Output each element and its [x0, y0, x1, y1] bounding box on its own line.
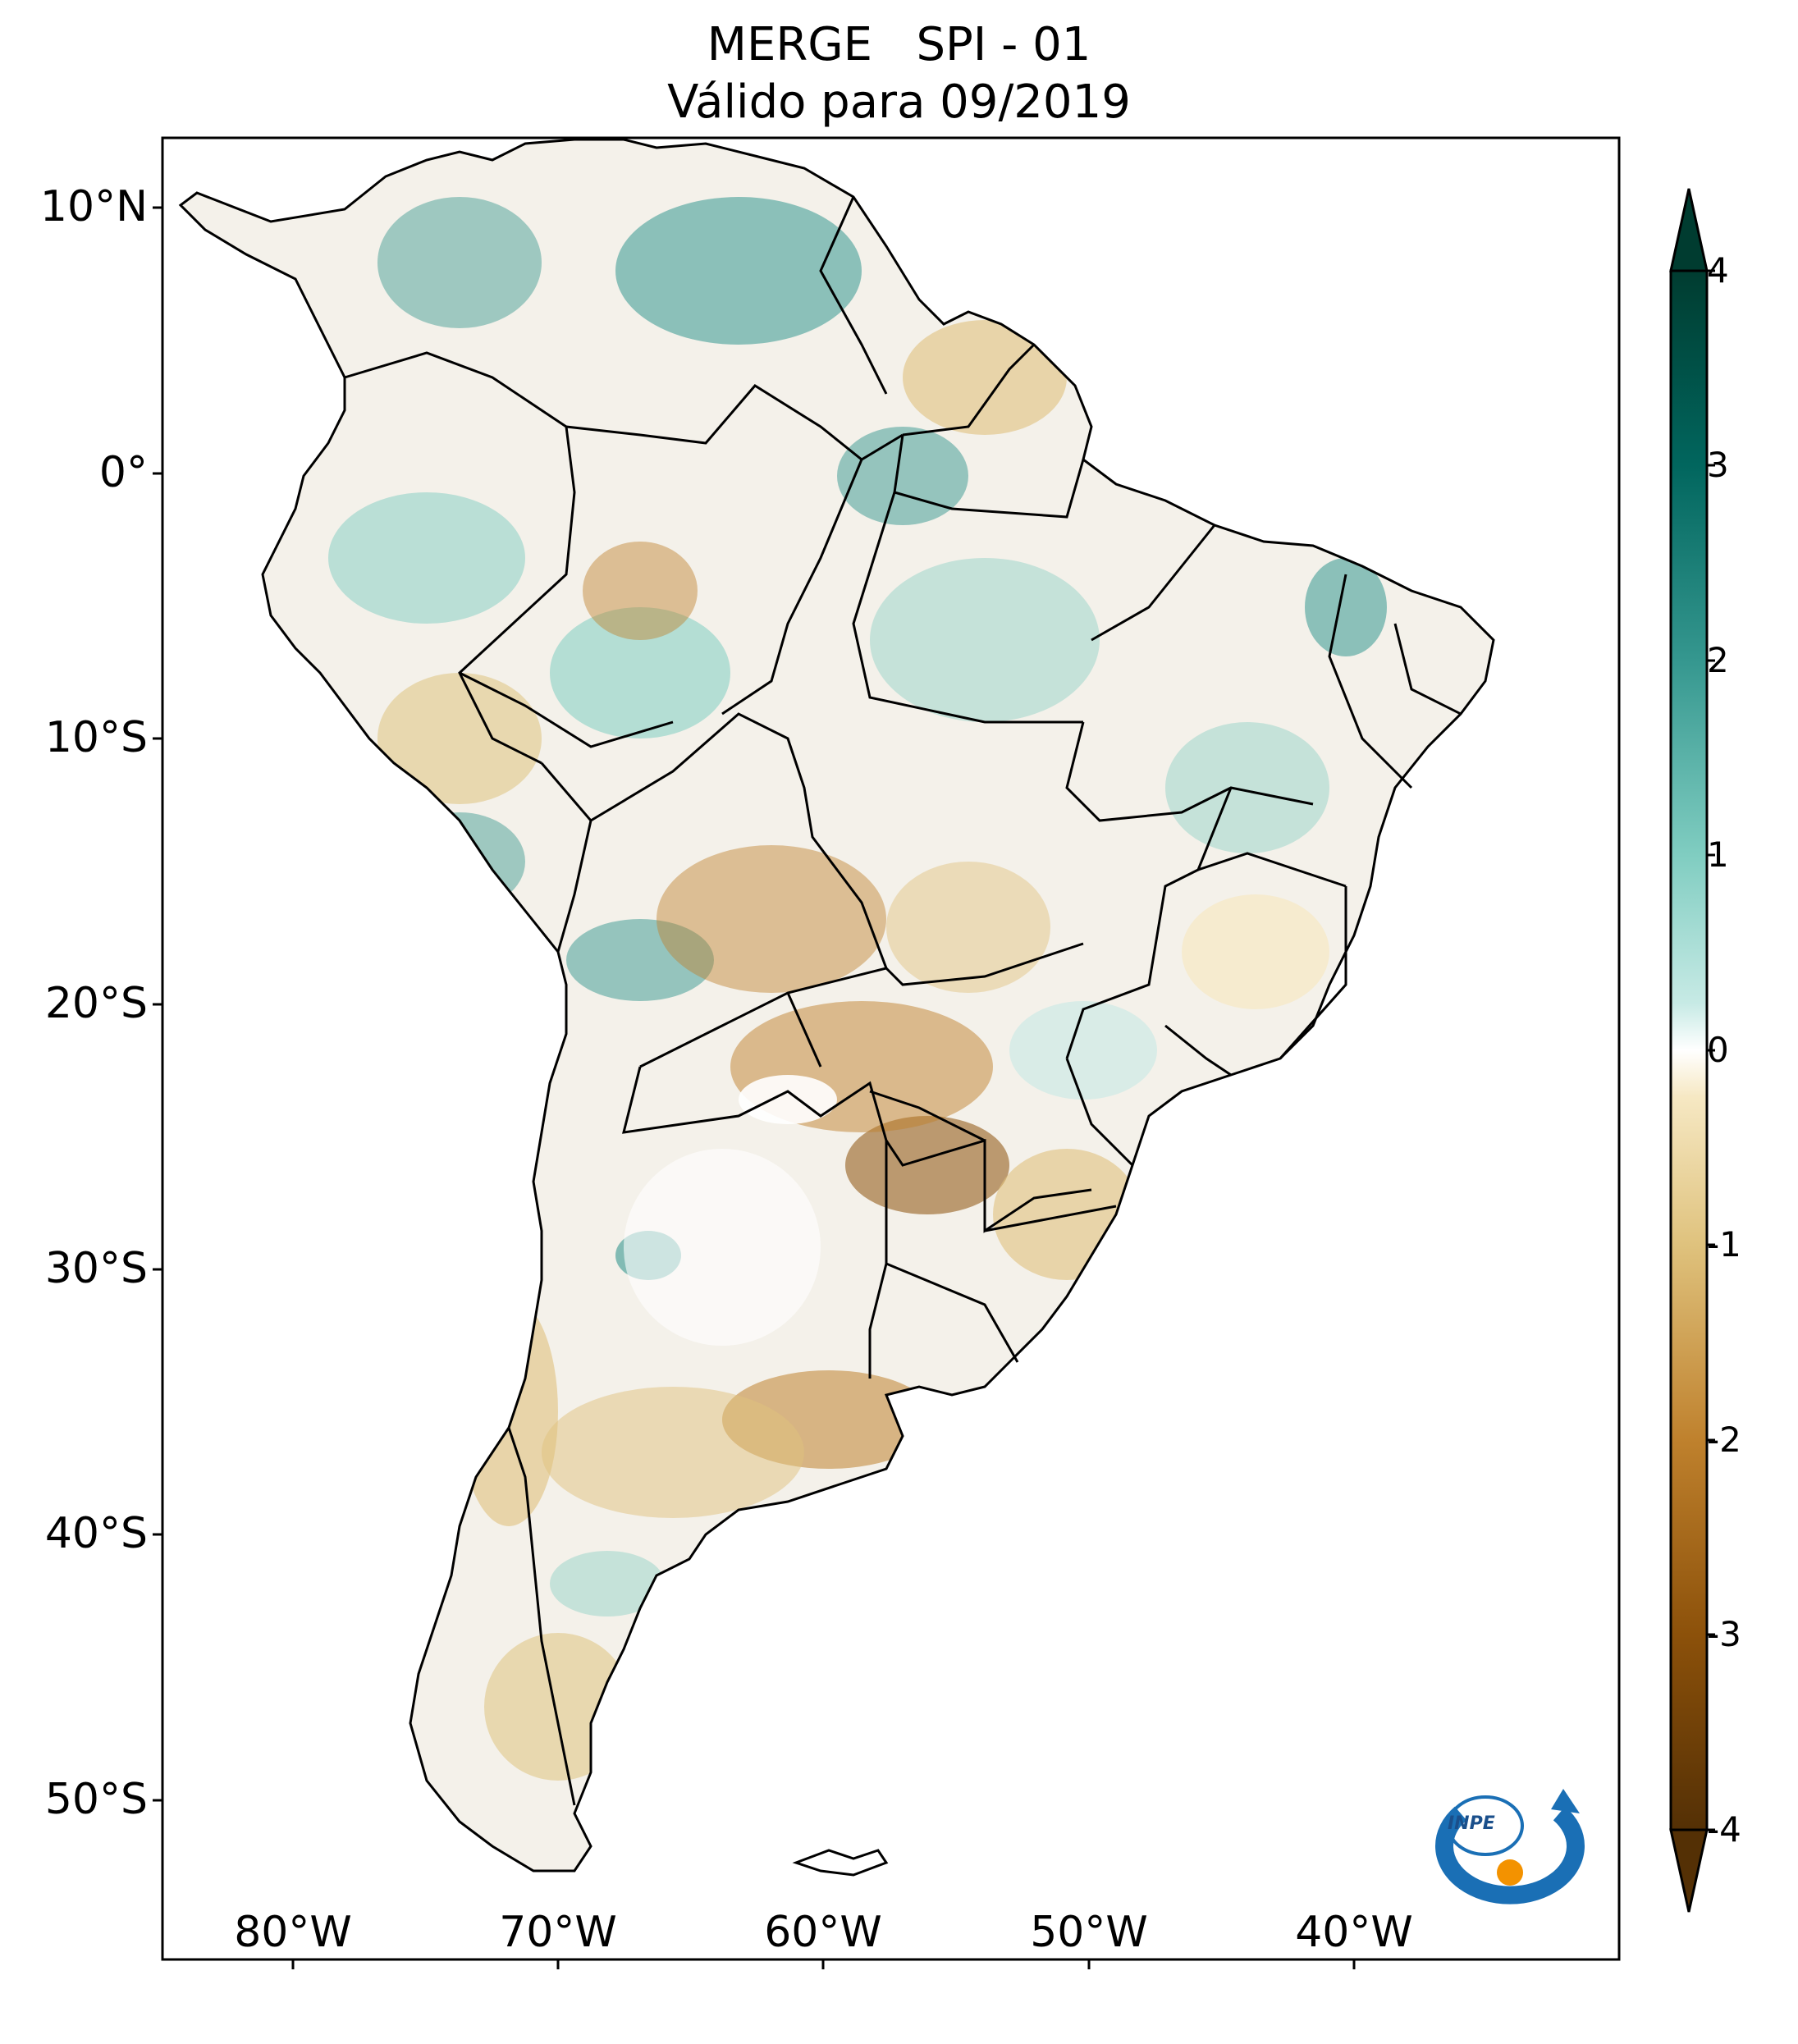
inpe-logo-icon: [1435, 1789, 1585, 1905]
colorbar-tick-label: -4: [1707, 1809, 1741, 1850]
country-borders: [344, 196, 1462, 1806]
lon-label: 40°W: [1295, 1908, 1413, 1957]
lat-ticks: [153, 206, 162, 1802]
colorbar-tick-label: -3: [1707, 1614, 1741, 1654]
colorbar: [1669, 188, 1715, 1913]
lat-label: 50°S: [44, 1775, 148, 1824]
coastline: [178, 138, 1495, 1873]
map-subtitle: Válido para 09/2019: [667, 75, 1131, 129]
lat-label: 10°N: [39, 182, 148, 231]
colorbar-tick-label: -2: [1707, 1420, 1741, 1460]
lon-label: 50°W: [1030, 1908, 1148, 1957]
colorbar-tick-label: -1: [1707, 1224, 1741, 1264]
lon-label: 60°W: [764, 1908, 882, 1957]
colorbar-tick-label: 4: [1707, 250, 1729, 290]
colorbar-tick-label: 2: [1707, 640, 1729, 680]
map-title: MERGE SPI - 01: [707, 18, 1091, 71]
lon-label: 80°W: [234, 1908, 352, 1957]
inpe-logo-text: INPE: [1448, 1813, 1495, 1834]
colorbar-tick-label: 0: [1707, 1030, 1729, 1070]
lat-label: 30°S: [44, 1244, 148, 1293]
colorbar-tick-label: 1: [1707, 835, 1729, 875]
lat-label: 0°: [98, 448, 148, 497]
lat-label: 20°S: [44, 979, 148, 1028]
falkland-islands: [792, 1849, 889, 1877]
lon-ticks: [291, 1959, 1356, 1969]
lat-label: 40°S: [44, 1509, 148, 1558]
lat-label: 10°S: [44, 713, 148, 762]
lon-label: 70°W: [499, 1908, 617, 1957]
colorbar-tick-label: 3: [1707, 445, 1729, 485]
